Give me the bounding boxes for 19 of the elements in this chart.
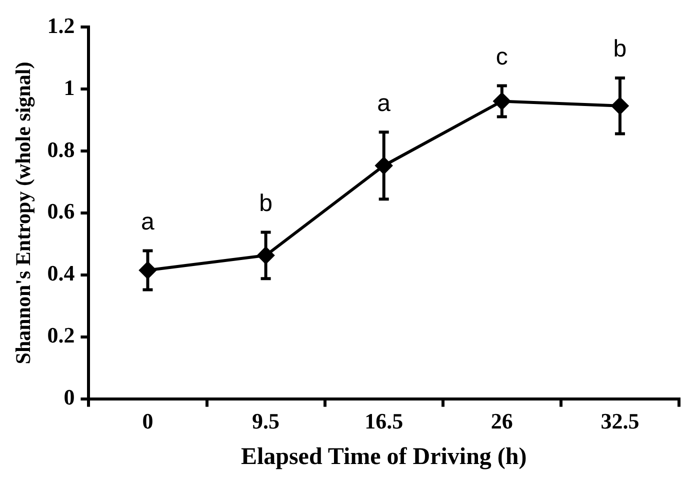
annotation: a [141,208,156,236]
x-tick-label: 26 [490,408,513,434]
annotation: c [496,43,508,70]
x-axis-title: Elapsed Time of Driving (h) [240,444,527,470]
y-tick-label: 0.8 [47,136,75,162]
y-tick-label: 0.6 [47,198,75,224]
annotation: a [377,90,392,117]
x-tick-label: 9.5 [252,408,280,434]
x-tick-label: 32.5 [600,408,640,434]
y-tick-label: 0.4 [47,260,75,286]
y-tick-label: 1.2 [47,12,75,38]
annotation: b [613,36,627,63]
x-tick-label: 16.5 [364,408,404,434]
y-tick-label: 1 [64,74,75,100]
y-tick-label: 0.2 [47,322,75,348]
annotation: b [259,190,272,217]
y-axis-title: Shannon's Entropy (whole signal) [11,62,36,364]
y-tick-label: 0 [64,384,75,410]
x-tick-label: 0 [142,408,154,434]
